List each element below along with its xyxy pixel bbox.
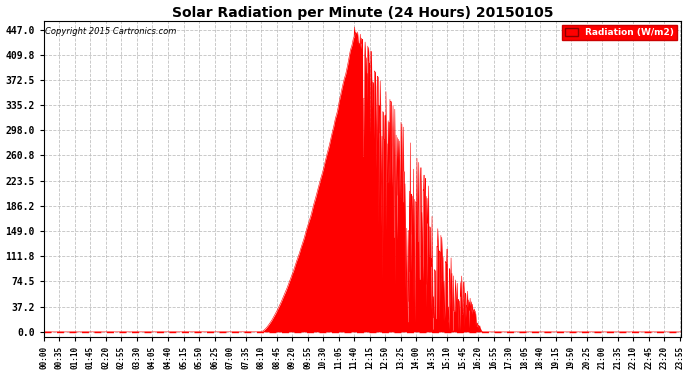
Legend: Radiation (W/m2): Radiation (W/m2)	[562, 25, 677, 40]
Title: Solar Radiation per Minute (24 Hours) 20150105: Solar Radiation per Minute (24 Hours) 20…	[172, 6, 553, 20]
Text: Copyright 2015 Cartronics.com: Copyright 2015 Cartronics.com	[46, 27, 177, 36]
